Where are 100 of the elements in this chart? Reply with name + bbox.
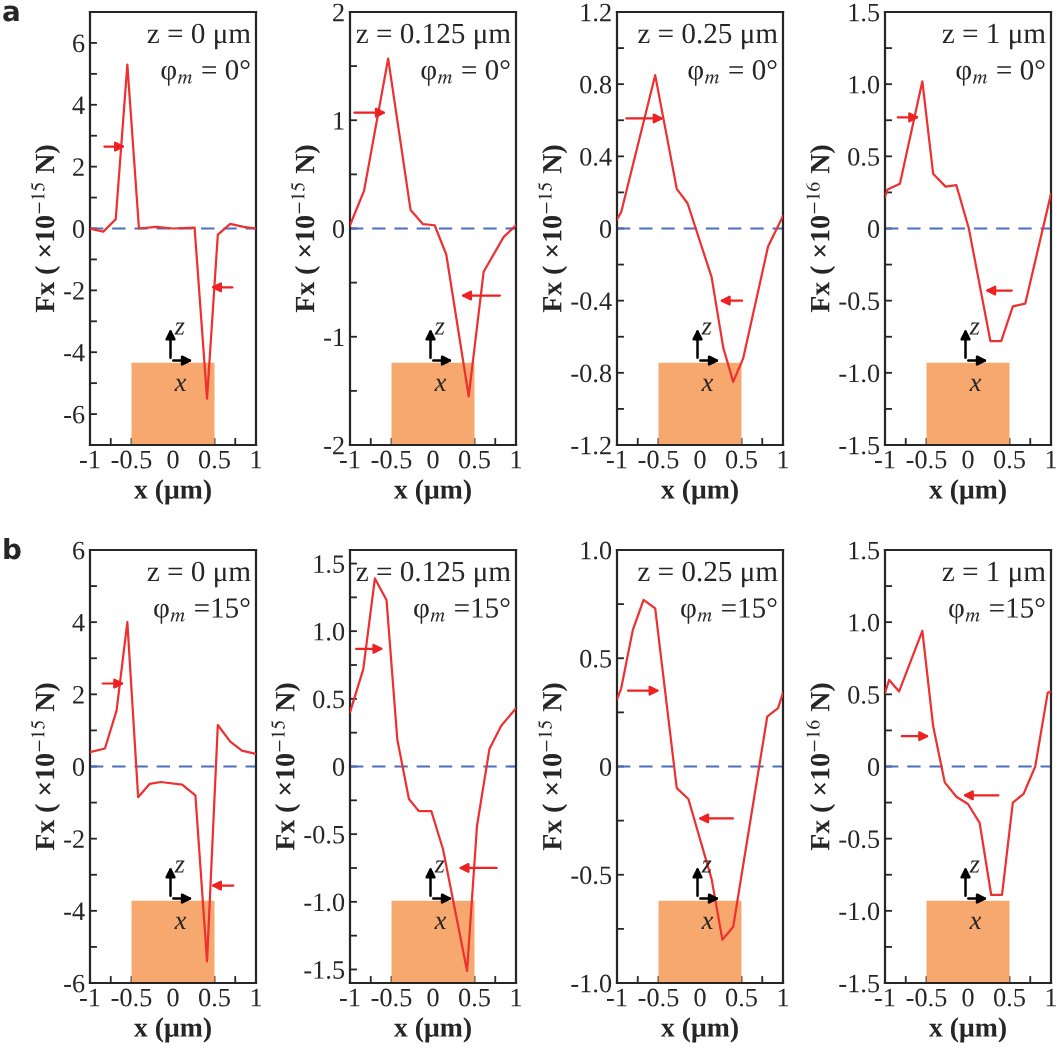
x-axis-title: x (μm)	[394, 479, 471, 505]
annotation: z	[701, 322, 712, 335]
x-tick-label: 0.5	[726, 988, 757, 1007]
y-tick-label: -4	[64, 902, 85, 920]
x-tick-label: -0.5	[906, 450, 947, 469]
x-tick-label: 0.5	[199, 988, 230, 1007]
y-tick-label: 2	[73, 686, 84, 704]
x-tick-label: -0.5	[371, 450, 412, 469]
x-axis-title: x (μm)	[929, 1017, 1006, 1043]
y-tick-label: -4	[64, 344, 85, 362]
y-axis-title: Fx ( ×10$^{−16}$ N)	[806, 145, 836, 313]
x-axis-title: x (μm)	[394, 1017, 471, 1043]
y-tick-label: 0.8	[580, 75, 612, 94]
y-tick-label: 1.2	[581, 3, 611, 22]
line-series	[617, 598, 783, 941]
annotation: z	[969, 860, 980, 873]
annotation: φ$_{m}$ = 0°	[421, 60, 510, 86]
x-tick-label: 0	[427, 450, 439, 469]
y-tick-label: 0	[72, 758, 85, 776]
y-tick-label: 6	[73, 34, 85, 53]
line-series	[885, 629, 1051, 897]
y-tick-label: -1	[324, 328, 344, 346]
annotation: z	[969, 322, 980, 335]
annotation: z	[174, 322, 185, 335]
x-axis-title: x (μm)	[661, 1017, 738, 1043]
annotation: z = 0 μm	[147, 561, 251, 588]
x-axis-title: x (μm)	[929, 479, 1006, 505]
y-tick-label: -0.5	[839, 830, 880, 849]
y-tick-label: -0.5	[304, 825, 345, 844]
annotation: φ$_{m}$ = 0°	[688, 60, 777, 86]
text: a	[3, 5, 19, 22]
y-tick-label: -0.5	[839, 292, 880, 311]
y-tick-label: -2	[64, 282, 84, 300]
y-tick-label: 1.5	[314, 555, 345, 574]
annotation: x	[174, 378, 187, 391]
y-tick-label: -1.0	[839, 364, 880, 383]
x-tick-label: 0.5	[459, 988, 490, 1007]
y-axis-title: Fx ( ×10$^{−15}$ N)	[30, 683, 61, 851]
y-tick-label: 6	[73, 541, 85, 560]
x-tick-label: -0.5	[638, 450, 679, 469]
y-tick-label: 0.5	[313, 690, 345, 709]
x-tick-label: 1	[511, 450, 522, 469]
y-tick-label: 1.0	[849, 75, 880, 94]
y-tick-label: -2	[64, 830, 84, 848]
annotation: x	[174, 916, 187, 929]
x-tick-label: 1	[251, 450, 262, 469]
x-tick-label: -0.5	[111, 450, 152, 469]
x-tick-label: 0.5	[994, 988, 1025, 1007]
y-tick-label: -1.5	[304, 961, 345, 979]
y-tick-label: 0	[867, 758, 880, 776]
x-tick-label: 0.5	[726, 450, 757, 469]
y-tick-label: 1.5	[849, 3, 880, 22]
x-tick-label: 1	[511, 988, 522, 1007]
y-tick-label: 0	[72, 220, 85, 238]
annotation: z = 0.25 μm	[638, 23, 778, 50]
x-tick-label: 0	[962, 450, 974, 469]
y-tick-label: -0.5	[571, 866, 612, 885]
y-axis-title: Fx ( ×10$^{−15}$ N)	[30, 145, 61, 313]
x-tick-label: 1	[1046, 450, 1057, 469]
x-tick-label: -0.5	[638, 988, 679, 1007]
y-tick-label: 0	[599, 758, 612, 776]
annotation: z	[174, 860, 185, 873]
annotation: z = 1 μm	[942, 23, 1046, 50]
y-tick-label: 0	[332, 758, 345, 776]
y-axis-title: Fx ( ×10$^{−15}$ N)	[538, 683, 568, 851]
y-axis-title: Fx ( ×10$^{−15}$ N)	[271, 683, 301, 851]
annotation: z = 1 μm	[942, 561, 1046, 588]
y-tick-label: 1.5	[849, 541, 880, 560]
y-tick-label: -0.8	[571, 364, 612, 383]
y-tick-label: -1.0	[304, 893, 345, 912]
y-axis-title: Fx ( ×10$^{−16}$ N)	[806, 683, 836, 851]
y-axis-title: Fx ( ×10$^{−15}$ N)	[290, 145, 321, 313]
annotation: z	[434, 322, 445, 335]
y-tick-label: 4	[72, 613, 85, 632]
annotation: z	[434, 860, 445, 873]
y-tick-label: 0.5	[848, 147, 880, 166]
x-axis-title: x (μm)	[134, 1017, 211, 1043]
x-tick-label: 1	[251, 988, 262, 1007]
x-axis-title: x (μm)	[661, 479, 738, 505]
y-tick-label: 1.0	[849, 613, 880, 632]
x-tick-label: -0.5	[111, 988, 152, 1007]
x-tick-label: 0.5	[459, 450, 490, 469]
annotation: φ$_{m}$ =15°	[414, 598, 510, 624]
x-tick-label: 0	[962, 988, 974, 1007]
y-tick-label: 1.0	[314, 622, 345, 641]
annotation: z = 0 μm	[147, 23, 251, 50]
x-tick-label: 0	[694, 988, 706, 1007]
annotation: x	[969, 916, 982, 929]
y-tick-label: 4	[72, 96, 85, 114]
x-tick-label: 1	[778, 450, 789, 469]
y-tick-label: 0	[332, 220, 345, 238]
y-tick-label: 0.5	[580, 649, 612, 668]
annotation: φ$_{m}$ = 0°	[161, 60, 250, 86]
annotation: φ$_{m}$ =15°	[681, 598, 777, 624]
x-axis-title: x (μm)	[134, 479, 211, 505]
line-series	[350, 57, 516, 398]
x-tick-label: 1	[1046, 988, 1057, 1007]
annotation: x	[434, 916, 447, 929]
y-tick-label: 1.0	[581, 541, 612, 560]
text: b	[4, 538, 21, 560]
